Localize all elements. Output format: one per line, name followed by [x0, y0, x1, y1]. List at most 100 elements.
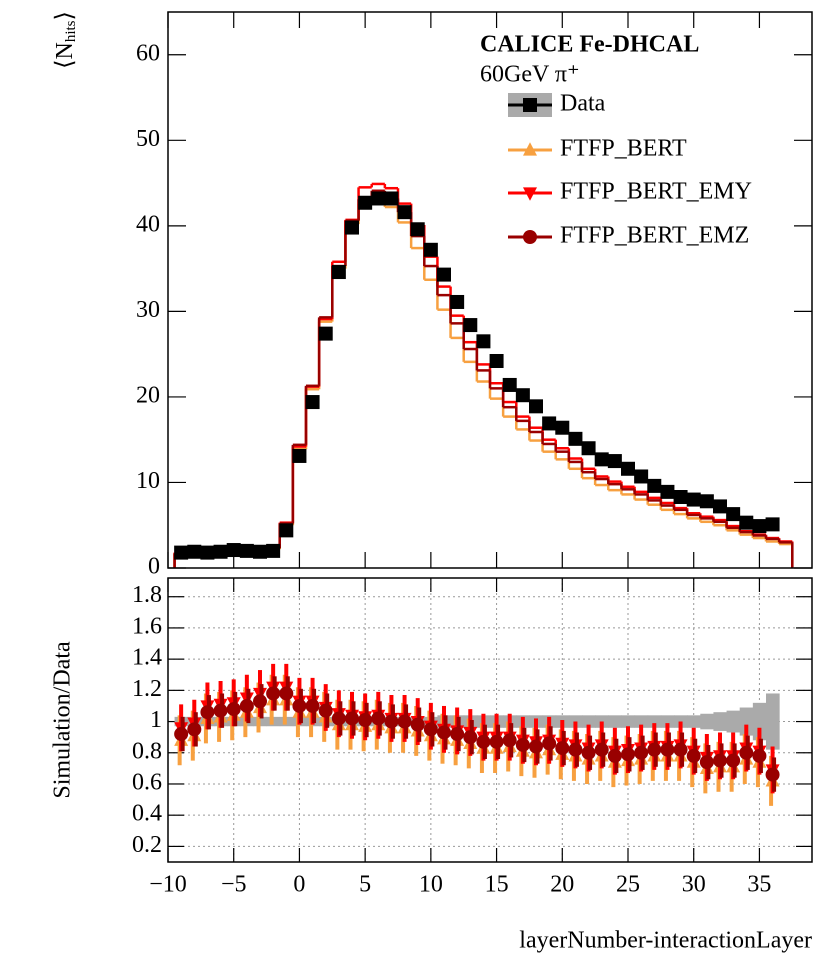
x-tick-label: 20 — [550, 872, 574, 898]
y-tick-label: 1 — [150, 707, 162, 733]
ratio-point — [699, 755, 714, 770]
data-point — [699, 494, 714, 509]
ratio-point — [515, 737, 530, 752]
data-point — [423, 242, 438, 257]
y-label-sub: hits — [63, 20, 79, 42]
ratio-point — [239, 698, 254, 713]
data-point — [555, 420, 570, 435]
data-point — [489, 353, 504, 368]
data-point — [279, 523, 294, 538]
y-tick-label: 0 — [148, 554, 160, 580]
ratio-point — [476, 734, 491, 749]
ratio-point — [187, 722, 202, 737]
data-point — [607, 454, 622, 469]
y-tick-label: 1.4 — [132, 645, 162, 671]
x-axis-label: layerNumber-interactionLayer — [519, 928, 812, 954]
ratio-point — [621, 747, 635, 762]
x-tick-label: 0 — [293, 872, 305, 898]
data-point — [226, 543, 241, 558]
ratio-point — [266, 686, 281, 701]
data-uncertainty-band — [608, 715, 622, 728]
data-uncertainty-band — [726, 710, 741, 733]
y-tick-label: 0.2 — [132, 832, 162, 858]
data-point — [713, 499, 727, 514]
y-tick-label: 1.2 — [132, 676, 162, 702]
ratio-point — [660, 742, 675, 757]
data-point — [450, 294, 465, 309]
ratio-point — [292, 698, 307, 713]
y-tick-label: 0.4 — [132, 801, 162, 827]
data-point — [174, 545, 189, 560]
y-label-part: ⟨N — [52, 42, 78, 69]
data-uncertainty-band — [660, 715, 675, 728]
legend-marker — [523, 230, 537, 244]
ratio-point — [279, 686, 294, 701]
ratio-point — [253, 694, 267, 709]
plot-frame — [167, 11, 813, 569]
legend-label: Data — [560, 91, 606, 117]
data-point — [515, 388, 530, 403]
ratio-point — [305, 698, 320, 713]
data-point — [752, 519, 767, 534]
ratio-point — [713, 753, 727, 768]
y-tick-label: 30 — [136, 297, 160, 323]
y-tick-label: 1.8 — [132, 582, 162, 608]
data-point — [726, 507, 741, 522]
data-uncertainty-band — [739, 707, 754, 736]
ratio-point — [450, 727, 465, 742]
ratio-point — [331, 711, 346, 726]
plot-frame — [167, 577, 813, 863]
x-tick-label: 15 — [485, 872, 509, 898]
ratio-point — [463, 730, 478, 745]
ratio-point — [594, 742, 609, 757]
ratio-point — [200, 705, 215, 720]
legend-marker — [523, 187, 537, 201]
legend-marker — [523, 98, 537, 112]
ratio-point — [739, 745, 754, 760]
data-uncertainty-band — [713, 712, 728, 731]
ratio-point — [752, 748, 767, 763]
x-tick-label: 35 — [747, 872, 771, 898]
legend-label: FTFP_BERT — [560, 136, 687, 162]
ratio-point — [423, 722, 438, 737]
data-point — [187, 544, 202, 559]
data-point — [686, 492, 701, 507]
data-point — [647, 478, 662, 493]
data-point — [200, 545, 215, 560]
data-point — [621, 461, 635, 476]
data-point — [318, 326, 333, 341]
ratio-point — [502, 733, 517, 748]
data-point — [397, 205, 412, 220]
ratio-point — [371, 711, 386, 726]
ratio-point — [384, 714, 399, 729]
data-point — [358, 195, 373, 210]
data-point — [437, 267, 451, 282]
legend-label: FTFP_BERT_EMZ — [560, 223, 749, 249]
x-tick-label: −10 — [149, 872, 187, 898]
y-tick-label: 20 — [136, 382, 160, 408]
ratio-point — [555, 741, 570, 756]
data-point — [239, 543, 254, 558]
data-point — [410, 222, 425, 237]
data-point — [660, 484, 675, 499]
ratio-point — [607, 748, 622, 763]
ratio-point — [765, 767, 780, 782]
ratio-point — [226, 702, 241, 717]
y-tick-label: 1.6 — [132, 613, 162, 639]
data-point — [739, 515, 754, 530]
data-point — [476, 334, 491, 349]
data-point — [502, 377, 517, 392]
data-point — [292, 448, 307, 463]
y-tick-label: 0.6 — [132, 769, 162, 795]
x-tick-label: 10 — [419, 872, 443, 898]
y-tick-label: 10 — [136, 468, 160, 494]
y-tick-label: 60 — [136, 40, 160, 66]
data-point — [673, 490, 688, 505]
annotation: CALICE Fe-DHCAL — [480, 32, 699, 58]
data-point — [253, 544, 267, 559]
data-point — [765, 517, 780, 532]
ratio-point — [726, 753, 741, 768]
x-tick-label: 25 — [616, 872, 640, 898]
data-point — [463, 318, 478, 333]
